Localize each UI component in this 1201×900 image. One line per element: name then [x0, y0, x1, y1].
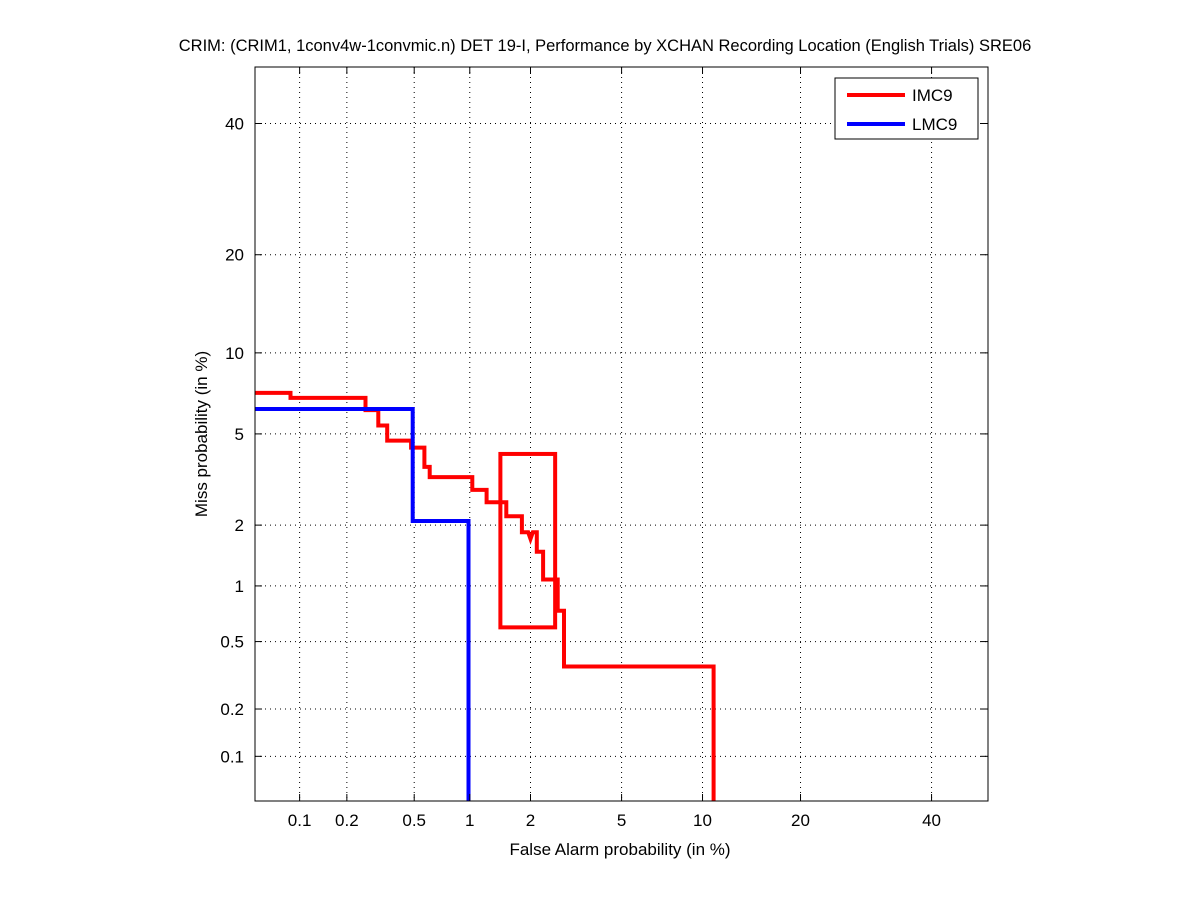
y-tick-label: 40 [225, 115, 244, 134]
series-imc9-confidence-box [498, 451, 558, 630]
legend: IMC9 LMC9 [834, 77, 979, 140]
y-tick-label: 0.1 [220, 747, 244, 766]
x-tick-label: 0.1 [288, 811, 312, 830]
x-tick-label: 10 [693, 811, 712, 830]
y-tick-label: 1 [235, 577, 244, 596]
grid [255, 67, 988, 801]
x-tick-label: 1 [465, 811, 474, 830]
x-tick-label: 20 [791, 811, 810, 830]
y-tick-label: 0.5 [220, 633, 244, 652]
y-axis: 0.1 0.2 0.5 1 2 5 10 20 40 [220, 115, 988, 766]
y-tick-label: 5 [235, 425, 244, 444]
legend-label-lmc9: LMC9 [912, 115, 957, 134]
x-axis-label: False Alarm probability (in %) [509, 840, 730, 859]
x-tick-label: 5 [617, 811, 626, 830]
series-imc9-curve [255, 390, 716, 801]
y-tick-label: 20 [225, 246, 244, 265]
y-axis-label: Miss probability (in %) [192, 351, 211, 517]
legend-label-imc9: IMC9 [912, 86, 953, 105]
y-tick-label: 2 [235, 516, 244, 535]
x-tick-label: 0.2 [335, 811, 359, 830]
x-axis: 0.1 0.2 0.5 1 2 5 10 20 40 [288, 67, 941, 830]
x-tick-label: 2 [526, 811, 535, 830]
y-tick-label: 10 [225, 344, 244, 363]
legend-box [834, 77, 979, 140]
curves [255, 390, 716, 801]
y-tick-label: 0.2 [220, 700, 244, 719]
x-tick-label: 0.5 [402, 811, 426, 830]
series-lmc9-curve [255, 407, 471, 801]
chart-title: CRIM: (CRIM1, 1conv4w-1convmic.n) DET 19… [179, 37, 1032, 55]
x-tick-label: 40 [922, 811, 941, 830]
